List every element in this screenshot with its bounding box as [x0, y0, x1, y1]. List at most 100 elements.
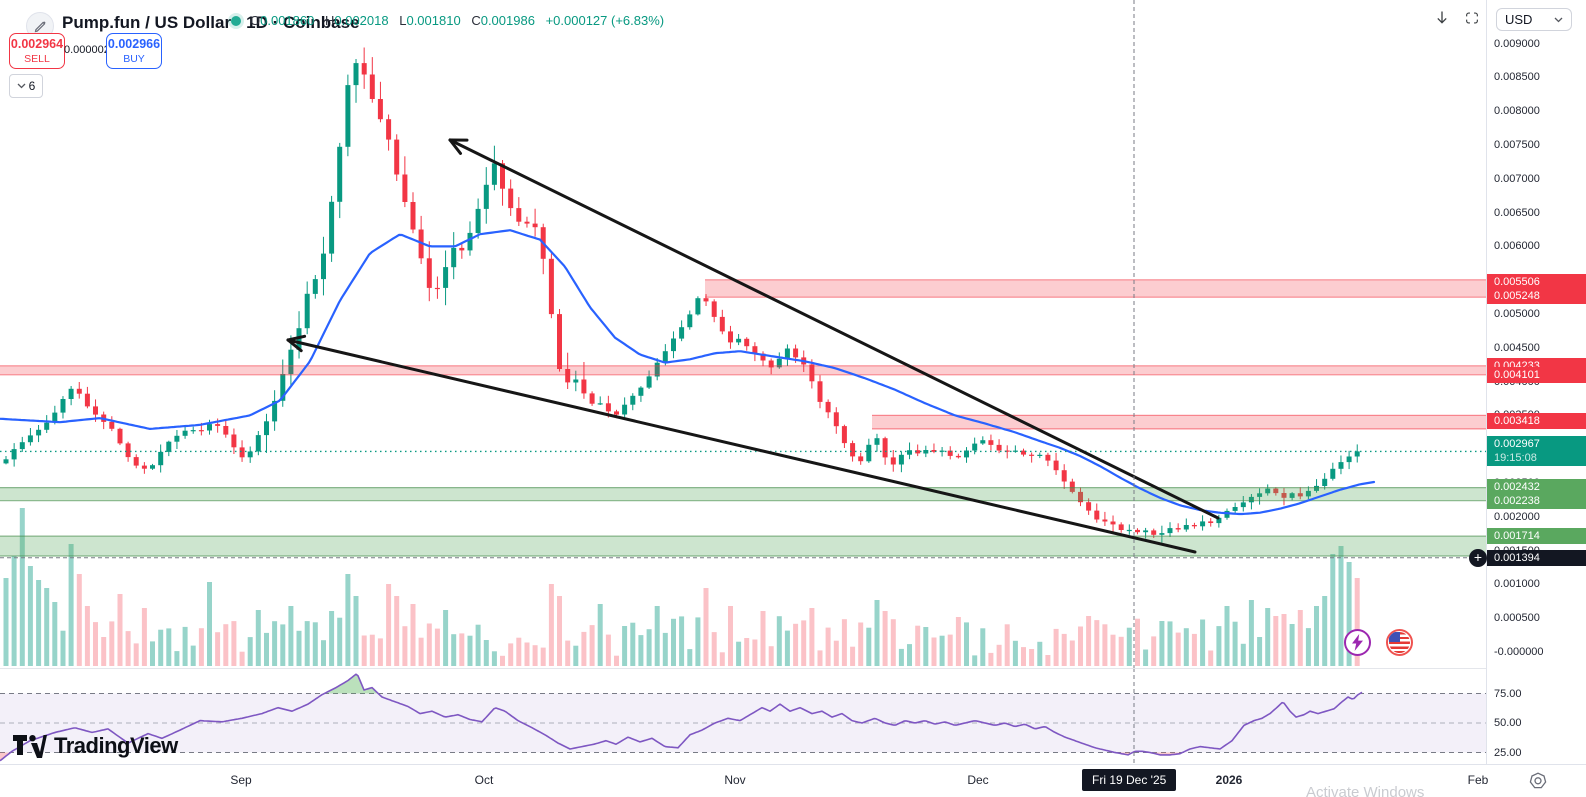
candle-body: [377, 99, 383, 120]
time-axis[interactable]: Sep Oct Nov Dec 2026 Feb Fri 19 Dec '25: [0, 764, 1586, 797]
candle-body: [36, 429, 42, 436]
symbol-title[interactable]: Pump.fun / US Dollar · 1D · Coinbase: [62, 13, 360, 32]
price-axis[interactable]: 0.009000 0.008500 0.008000 0.007500 0.007000…: [1486, 0, 1586, 764]
volume-bar: [1110, 634, 1116, 666]
candle-body: [1037, 454, 1043, 456]
candle-body: [508, 188, 514, 209]
volume-bar: [1094, 620, 1100, 666]
price-label-support-b: 0.001714: [1487, 528, 1586, 545]
buy-button[interactable]: 0.002966 BUY: [106, 33, 162, 69]
candle-body: [1094, 510, 1100, 520]
price-axis-tick: 0.001000: [1494, 578, 1540, 591]
candle-body: [174, 435, 180, 442]
axis-settings-gear-icon[interactable]: [1528, 771, 1548, 791]
volume-bar: [1004, 624, 1010, 666]
candle-body: [1086, 502, 1092, 511]
candle-body: [1053, 460, 1059, 471]
volume-bar: [288, 606, 294, 666]
candle-body: [597, 403, 603, 405]
volume-bar: [133, 643, 139, 666]
volume-bar: [898, 648, 904, 666]
price-label-resistance-a: 0.005506 0.005248: [1487, 273, 1586, 304]
price-pane-chart[interactable]: [0, 0, 1486, 668]
volume-bar: [394, 596, 400, 666]
candle-body: [947, 450, 953, 456]
candle-body: [19, 442, 25, 450]
tradingview-logo[interactable]: TradingView: [13, 733, 178, 759]
candle-body: [304, 293, 310, 329]
fullscreen-icon: [1466, 12, 1478, 24]
resistance-zone: [705, 279, 1486, 298]
candle-body: [1322, 478, 1328, 486]
candle-body: [516, 208, 522, 222]
bar-countdown: 19:15:08: [1494, 452, 1537, 465]
time-axis-tick: Feb: [1467, 773, 1489, 787]
volume-bar: [434, 628, 440, 666]
candle-body: [117, 428, 123, 444]
volume-bar: [353, 596, 359, 666]
zone-fill: [0, 536, 1486, 556]
candlestick-series: [3, 47, 1360, 543]
candle-body: [125, 443, 131, 458]
candle-body: [231, 434, 237, 448]
candle-body: [1069, 481, 1075, 492]
candle-body: [321, 253, 326, 280]
candle-body: [964, 450, 969, 458]
volume-bar: [988, 652, 994, 666]
candle-body: [133, 457, 139, 466]
add-alert-plus-button[interactable]: +: [1469, 549, 1487, 567]
candle-body: [646, 376, 652, 388]
volume-bar: [239, 651, 245, 666]
volume-bar: [964, 622, 969, 666]
candle-body: [752, 346, 758, 354]
volume-bar: [996, 644, 1002, 666]
candle-body: [736, 338, 742, 343]
volume-bar: [345, 574, 351, 666]
volume-bar: [662, 632, 668, 666]
volume-bar: [1029, 649, 1035, 666]
activate-windows-watermark: Activate Windows: [1306, 784, 1425, 797]
ohlc-open-value: 0.001860: [260, 13, 315, 28]
volume-bar: [858, 622, 864, 666]
symbol-pair-logos: [1344, 629, 1413, 656]
objects-tree-toggle[interactable]: 6: [9, 74, 43, 98]
candle-body: [784, 348, 790, 359]
volume-bar: [841, 619, 847, 666]
volume-bar: [198, 628, 204, 666]
volume-bar: [369, 634, 375, 666]
volume-bar: [597, 604, 603, 666]
volume-bar: [76, 574, 82, 666]
price-axis-tick: 0.006000: [1494, 240, 1540, 253]
pane-divider[interactable]: [0, 668, 1486, 669]
volume-bar: [459, 633, 465, 666]
candle-body: [1102, 519, 1108, 522]
volume-bar: [508, 643, 514, 666]
download-button[interactable]: [1429, 6, 1455, 30]
ohlc-change-value: +0.000127 (+6.83%): [545, 13, 665, 28]
volume-bar: [52, 602, 58, 666]
volume-bar: [915, 625, 921, 666]
volume-bar: [304, 621, 310, 666]
volume-bar: [475, 624, 481, 666]
candle-body: [239, 447, 245, 458]
volume-bar: [1330, 554, 1336, 666]
volume-bar: [540, 647, 546, 666]
candle-body: [679, 327, 685, 339]
ohlc-close-value: 0.001986: [480, 13, 535, 28]
volume-bar: [833, 640, 839, 666]
rsi-pane-chart[interactable]: [0, 668, 1486, 764]
sell-button[interactable]: 0.002964 SELL: [9, 33, 65, 69]
price-label-resistance-b-bottom: 0.004101: [1487, 366, 1586, 383]
market-status-dot[interactable]: [231, 16, 241, 26]
fullscreen-button[interactable]: [1459, 6, 1485, 30]
candle-body: [1078, 491, 1083, 503]
volume-bar: [736, 641, 742, 666]
moving-average-line: [0, 229, 1376, 516]
volume-bar: [36, 580, 42, 666]
volume-bar: [418, 637, 424, 666]
candle-body: [264, 421, 269, 436]
trendline-drawing: [286, 334, 1197, 554]
candle-body: [402, 174, 408, 202]
candle-body: [394, 139, 400, 175]
currency-select[interactable]: USD: [1496, 8, 1572, 31]
